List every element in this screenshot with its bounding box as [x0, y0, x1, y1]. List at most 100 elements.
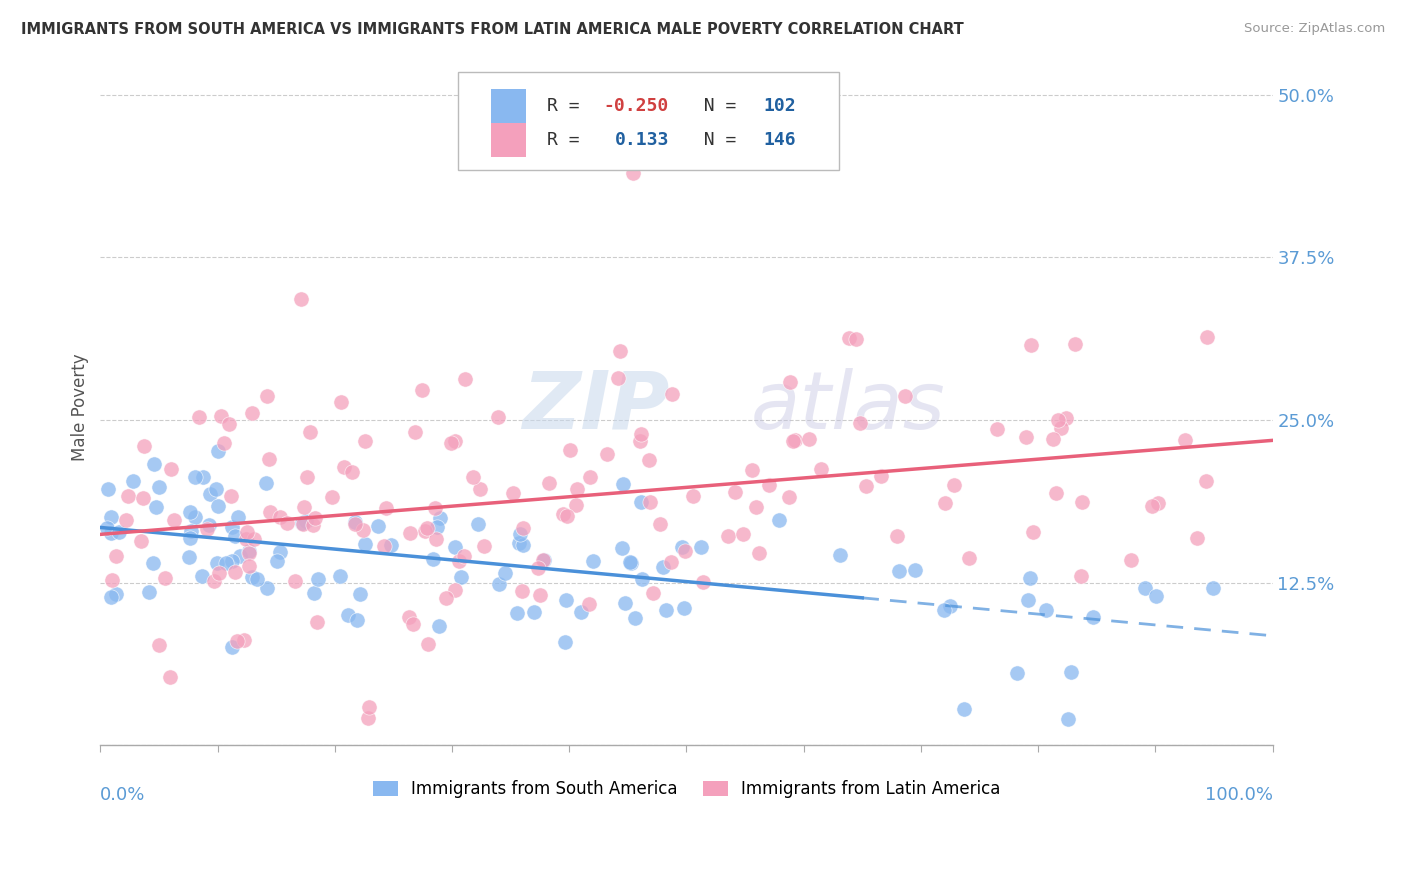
Point — [512, 538, 534, 552]
Point — [529, 588, 551, 602]
Point — [292, 500, 315, 514]
Point — [299, 425, 322, 440]
Point — [502, 486, 524, 500]
Point — [1042, 432, 1064, 446]
Point — [450, 569, 472, 583]
Point — [333, 459, 356, 474]
Point — [115, 513, 138, 527]
Point — [531, 553, 554, 567]
Point — [628, 434, 651, 448]
Point — [607, 371, 630, 385]
Point — [188, 410, 211, 425]
Point — [328, 569, 350, 583]
Point — [283, 574, 305, 588]
Point — [1045, 485, 1067, 500]
Point — [527, 561, 550, 575]
Point — [510, 583, 533, 598]
Point — [673, 544, 696, 558]
Point — [1057, 712, 1080, 726]
Point — [1121, 552, 1143, 566]
Point — [212, 435, 235, 450]
Point — [352, 523, 374, 537]
Point — [269, 510, 291, 524]
Point — [354, 537, 377, 551]
Point — [295, 514, 318, 528]
Point — [163, 513, 186, 527]
Point — [97, 482, 120, 496]
Point — [569, 605, 592, 619]
Point — [838, 331, 860, 345]
Point — [427, 619, 450, 633]
Point — [229, 549, 252, 563]
Point — [238, 544, 260, 558]
Point — [221, 554, 243, 568]
Point — [630, 427, 652, 442]
Point — [240, 570, 263, 584]
Point — [523, 606, 546, 620]
Point — [1147, 496, 1170, 510]
Point — [236, 525, 259, 540]
Point — [661, 556, 683, 570]
Text: 102: 102 — [763, 96, 796, 115]
Point — [418, 637, 440, 651]
Point — [121, 474, 143, 488]
Text: R =: R = — [547, 130, 602, 149]
Point — [957, 550, 980, 565]
Text: Source: ZipAtlas.com: Source: ZipAtlas.com — [1244, 22, 1385, 36]
Text: ZIP: ZIP — [523, 368, 669, 446]
Point — [939, 599, 962, 613]
Point — [221, 520, 243, 534]
Point — [886, 529, 908, 543]
Point — [301, 517, 323, 532]
Text: IMMIGRANTS FROM SOUTH AMERICA VS IMMIGRANTS FROM LATIN AMERICA MALE POVERTY CORR: IMMIGRANTS FROM SOUTH AMERICA VS IMMIGRA… — [21, 22, 965, 37]
Point — [100, 590, 122, 604]
Point — [758, 478, 780, 492]
Point — [425, 501, 447, 516]
Point — [425, 532, 447, 546]
Point — [183, 470, 205, 484]
Point — [96, 520, 118, 534]
Point — [219, 489, 242, 503]
Point — [218, 417, 240, 432]
Point — [648, 517, 671, 532]
Point — [741, 463, 763, 477]
Point — [224, 529, 246, 543]
Point — [444, 540, 467, 554]
Point — [153, 571, 176, 585]
Point — [453, 549, 475, 563]
Point — [733, 527, 755, 541]
Point — [1202, 582, 1225, 596]
Point — [953, 701, 976, 715]
FancyBboxPatch shape — [458, 72, 839, 170]
Point — [554, 593, 576, 607]
Point — [221, 640, 243, 655]
Point — [782, 434, 804, 448]
Point — [904, 563, 927, 577]
Point — [380, 538, 402, 552]
Point — [1035, 603, 1057, 617]
Point — [259, 452, 281, 467]
Point — [630, 495, 652, 509]
Point — [986, 423, 1008, 437]
Point — [447, 554, 470, 568]
Point — [184, 509, 207, 524]
Point — [768, 513, 790, 527]
Text: -0.250: -0.250 — [603, 96, 668, 115]
Point — [422, 551, 444, 566]
Point — [799, 432, 821, 446]
Point — [849, 416, 872, 430]
Point — [193, 470, 215, 484]
Point — [344, 515, 367, 529]
Point — [142, 556, 165, 570]
Point — [555, 509, 578, 524]
Point — [321, 491, 343, 505]
Point — [228, 510, 250, 524]
Point — [246, 572, 269, 586]
Point — [436, 591, 458, 605]
Point — [256, 581, 278, 595]
Point — [145, 500, 167, 514]
Point — [398, 610, 420, 624]
Point — [179, 505, 201, 519]
Point — [651, 559, 673, 574]
Point — [1050, 421, 1073, 435]
